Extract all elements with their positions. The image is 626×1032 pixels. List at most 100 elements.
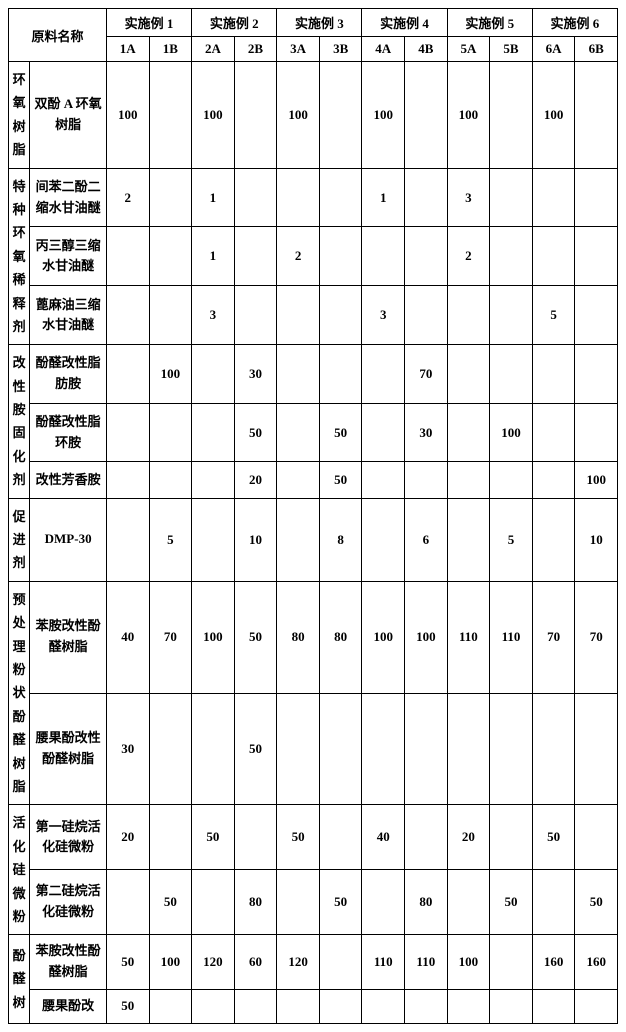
value-cell	[490, 805, 533, 870]
value-cell: 100	[277, 62, 320, 169]
value-cell: 100	[447, 62, 490, 169]
category-cell: 改性胺固化剂	[9, 345, 30, 498]
value-cell	[234, 168, 277, 227]
category-cell: 酚醛树	[9, 935, 30, 1023]
header-material-name: 原料名称	[9, 9, 107, 62]
value-cell: 50	[234, 693, 277, 805]
table-row: 丙三醇三缩水甘油醚122	[9, 227, 618, 286]
material-name-cell: 第一硅烷活化硅微粉	[30, 805, 107, 870]
value-cell	[192, 989, 235, 1023]
table-body: 环氧树脂双酚 A 环氧树脂100100100100100100特种环氧稀释剂间苯…	[9, 62, 618, 1024]
value-cell: 100	[575, 462, 618, 498]
material-name-cell: DMP-30	[30, 498, 107, 581]
value-cell	[277, 286, 320, 345]
value-cell: 10	[575, 498, 618, 581]
material-name-cell: 腰果酚改性酚醛树脂	[30, 693, 107, 805]
table-row: 腰果酚改50	[9, 989, 618, 1023]
value-cell	[106, 345, 149, 404]
value-cell: 100	[149, 345, 192, 404]
value-cell: 50	[319, 403, 362, 462]
value-cell: 60	[234, 935, 277, 990]
value-cell: 120	[277, 935, 320, 990]
category-cell: 活化硅微粉	[9, 805, 30, 935]
value-cell	[234, 62, 277, 169]
value-cell	[277, 168, 320, 227]
value-cell	[447, 498, 490, 581]
value-cell: 2	[106, 168, 149, 227]
value-cell	[149, 62, 192, 169]
value-cell: 30	[106, 693, 149, 805]
value-cell	[319, 935, 362, 990]
table-row: 环氧树脂双酚 A 环氧树脂100100100100100100	[9, 62, 618, 169]
value-cell	[192, 345, 235, 404]
value-cell	[490, 168, 533, 227]
value-cell: 50	[192, 805, 235, 870]
table-header: 原料名称 实施例 1 实施例 2 实施例 3 实施例 4 实施例 5 实施例 6…	[9, 9, 618, 62]
table-row: 促进剂DMP-3051086510	[9, 498, 618, 581]
value-cell	[362, 870, 405, 935]
value-cell	[575, 62, 618, 169]
value-cell: 2	[447, 227, 490, 286]
value-cell	[532, 989, 575, 1023]
value-cell	[490, 935, 533, 990]
value-cell	[532, 168, 575, 227]
value-cell	[149, 168, 192, 227]
value-cell	[277, 693, 320, 805]
header-subcol: 3A	[277, 37, 320, 62]
value-cell: 110	[405, 935, 448, 990]
value-cell: 70	[405, 345, 448, 404]
value-cell: 50	[319, 462, 362, 498]
value-cell: 6	[405, 498, 448, 581]
value-cell	[575, 168, 618, 227]
value-cell	[575, 805, 618, 870]
table-row: 特种环氧稀释剂间苯二酚二缩水甘油醚2113	[9, 168, 618, 227]
value-cell	[234, 227, 277, 286]
value-cell	[319, 989, 362, 1023]
value-cell: 100	[405, 581, 448, 693]
header-subcol: 6A	[532, 37, 575, 62]
value-cell: 100	[447, 935, 490, 990]
value-cell: 110	[362, 935, 405, 990]
value-cell: 80	[277, 581, 320, 693]
value-cell	[277, 870, 320, 935]
value-cell: 30	[234, 345, 277, 404]
material-name-cell: 间苯二酚二缩水甘油醚	[30, 168, 107, 227]
value-cell	[447, 989, 490, 1023]
value-cell	[405, 227, 448, 286]
value-cell	[405, 168, 448, 227]
value-cell	[362, 989, 405, 1023]
value-cell: 3	[362, 286, 405, 345]
value-cell: 50	[490, 870, 533, 935]
value-cell: 5	[490, 498, 533, 581]
value-cell: 20	[447, 805, 490, 870]
value-cell	[319, 62, 362, 169]
value-cell	[575, 693, 618, 805]
category-cell: 特种环氧稀释剂	[9, 168, 30, 345]
value-cell: 100	[490, 403, 533, 462]
value-cell	[532, 462, 575, 498]
value-cell	[277, 989, 320, 1023]
material-name-cell: 丙三醇三缩水甘油醚	[30, 227, 107, 286]
value-cell	[319, 805, 362, 870]
material-name-cell: 双酚 A 环氧树脂	[30, 62, 107, 169]
value-cell	[192, 498, 235, 581]
value-cell: 120	[192, 935, 235, 990]
value-cell	[277, 345, 320, 404]
value-cell: 1	[362, 168, 405, 227]
value-cell: 50	[532, 805, 575, 870]
value-cell	[447, 286, 490, 345]
value-cell: 20	[106, 805, 149, 870]
material-name-cell: 酚醛改性脂肪胺	[30, 345, 107, 404]
value-cell: 110	[490, 581, 533, 693]
header-example: 实施例 2	[192, 9, 277, 37]
value-cell: 50	[234, 581, 277, 693]
value-cell	[405, 805, 448, 870]
value-cell	[234, 286, 277, 345]
value-cell	[362, 227, 405, 286]
value-cell	[532, 693, 575, 805]
value-cell: 100	[106, 62, 149, 169]
value-cell: 110	[447, 581, 490, 693]
value-cell	[319, 227, 362, 286]
material-name-cell: 酚醛改性脂环胺	[30, 403, 107, 462]
value-cell: 100	[362, 62, 405, 169]
